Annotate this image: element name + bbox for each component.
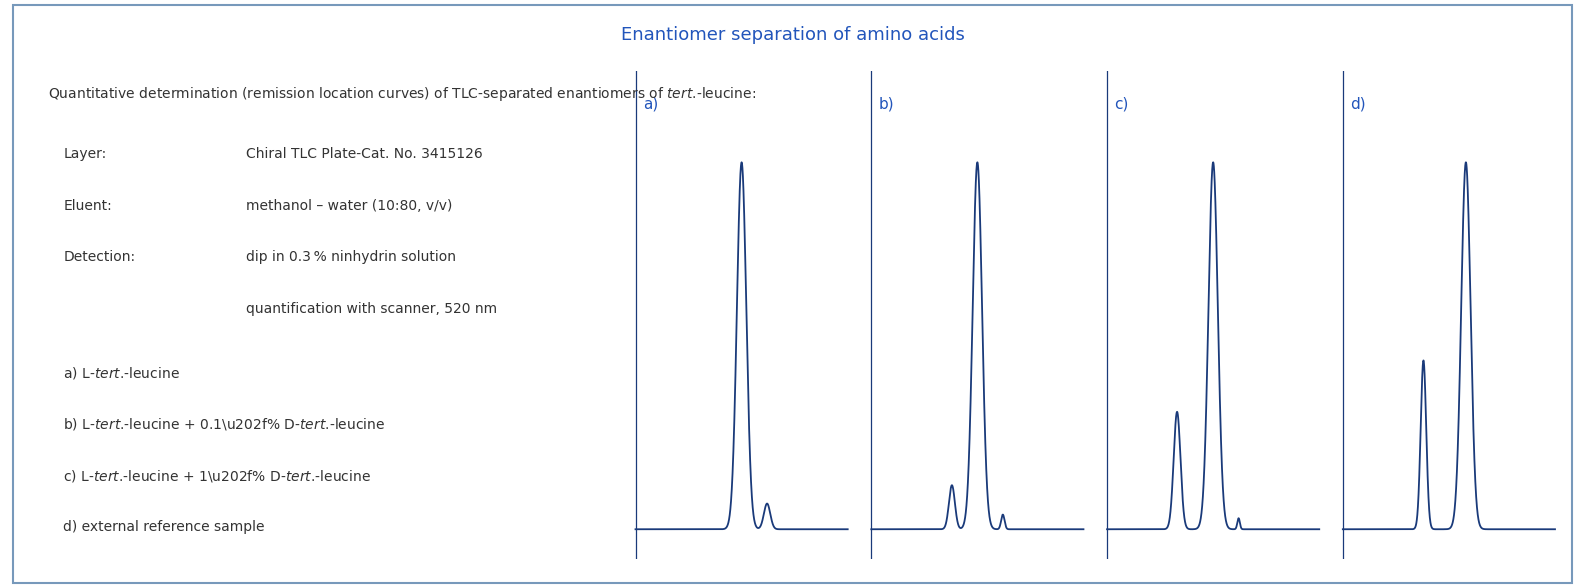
Text: c): c): [1114, 96, 1129, 111]
Text: d): d): [1350, 96, 1366, 111]
Text: Chiral TLC Plate-Cat. No. 3415126: Chiral TLC Plate-Cat. No. 3415126: [246, 147, 482, 161]
Text: c) L-$\it{tert}$.-leucine + 1\u202f% D-$\it{tert}$.-leucine: c) L-$\it{tert}$.-leucine + 1\u202f% D-$…: [63, 468, 371, 484]
Text: a) L-$\it{tert}$.-leucine: a) L-$\it{tert}$.-leucine: [63, 365, 181, 380]
Text: Eluent:: Eluent:: [63, 199, 113, 213]
Text: Layer:: Layer:: [63, 147, 106, 161]
Text: a): a): [644, 96, 658, 111]
Text: b): b): [878, 96, 894, 111]
Text: quantification with scanner, 520 nm: quantification with scanner, 520 nm: [246, 302, 496, 316]
Text: Detection:: Detection:: [63, 250, 136, 265]
Text: b) L-$\it{tert}$.-leucine + 0.1\u202f% D-$\it{tert}$.-leucine: b) L-$\it{tert}$.-leucine + 0.1\u202f% D…: [63, 416, 385, 432]
Text: d) external reference sample: d) external reference sample: [63, 520, 265, 534]
Text: methanol – water (10:80, v/v): methanol – water (10:80, v/v): [246, 199, 452, 213]
Text: Enantiomer separation of amino acids: Enantiomer separation of amino acids: [621, 26, 964, 45]
Text: Quantitative determination (remission location curves) of TLC-separated enantiom: Quantitative determination (remission lo…: [48, 85, 756, 103]
Text: dip in 0.3 % ninhydrin solution: dip in 0.3 % ninhydrin solution: [246, 250, 455, 265]
